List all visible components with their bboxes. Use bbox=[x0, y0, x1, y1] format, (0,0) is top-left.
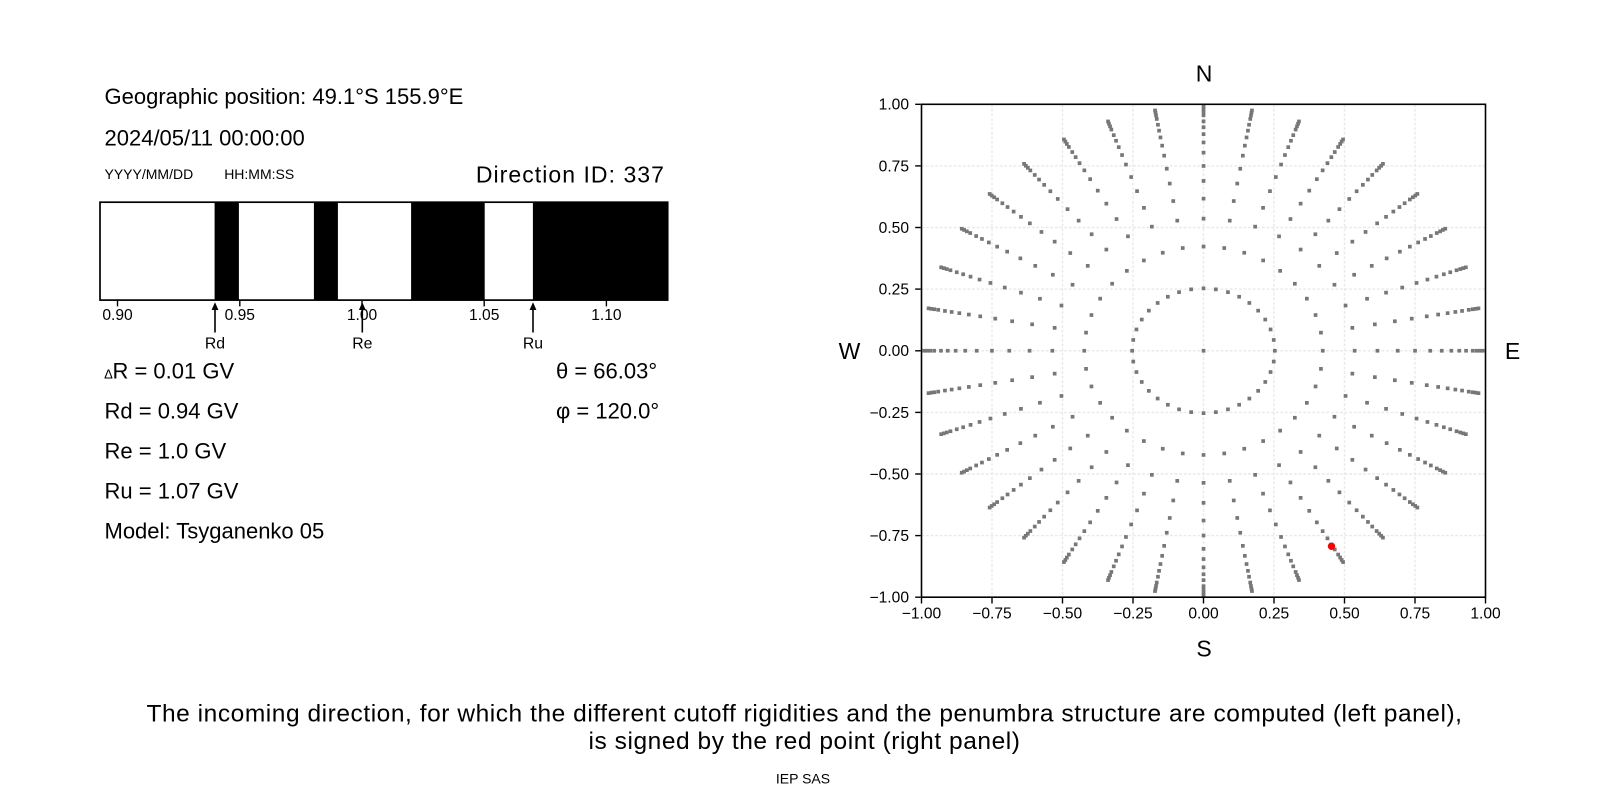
svg-text:Geographic position: 49.1°S 15: Geographic position: 49.1°S 155.9°E bbox=[105, 84, 464, 109]
svg-text:0.00: 0.00 bbox=[879, 343, 910, 360]
svg-text:1.00: 1.00 bbox=[1470, 606, 1501, 623]
svg-text:−0.25: −0.25 bbox=[1113, 606, 1153, 623]
svg-text:Re: Re bbox=[352, 336, 372, 353]
svg-text:−1.00: −1.00 bbox=[902, 606, 942, 623]
svg-text:Ru = 1.07 GV: Ru = 1.07 GV bbox=[105, 479, 239, 504]
svg-text:φ = 120.0°: φ = 120.0° bbox=[556, 399, 659, 424]
svg-text:E: E bbox=[1505, 338, 1520, 364]
svg-text:0.50: 0.50 bbox=[879, 220, 910, 237]
svg-text:Direction ID: 337: Direction ID: 337 bbox=[476, 161, 665, 187]
svg-text:0.25: 0.25 bbox=[879, 282, 910, 299]
svg-text:The incoming direction, for wh: The incoming direction, for which the di… bbox=[146, 700, 1462, 727]
svg-text:0.90: 0.90 bbox=[102, 307, 133, 324]
svg-text:0.00: 0.00 bbox=[1188, 606, 1219, 623]
svg-text:0.75: 0.75 bbox=[1400, 606, 1431, 623]
svg-text:Model: Tsyganenko 05: Model: Tsyganenko 05 bbox=[105, 519, 325, 544]
svg-text:0.50: 0.50 bbox=[1329, 606, 1360, 623]
svg-text:−1.00: −1.00 bbox=[870, 590, 910, 607]
svg-text:Re = 1.0 GV: Re = 1.0 GV bbox=[105, 439, 227, 464]
svg-text:YYYY/MM/DD: YYYY/MM/DD bbox=[105, 166, 194, 182]
svg-text:−0.50: −0.50 bbox=[1043, 606, 1083, 623]
svg-text:∆R = 0.01 GV: ∆R = 0.01 GV bbox=[105, 359, 235, 384]
svg-text:−0.50: −0.50 bbox=[870, 466, 910, 483]
svg-text:Rd: Rd bbox=[205, 336, 225, 353]
svg-text:1.10: 1.10 bbox=[591, 307, 622, 324]
svg-text:Ru: Ru bbox=[523, 336, 543, 353]
svg-text:θ = 66.03°: θ = 66.03° bbox=[556, 359, 657, 384]
svg-text:S: S bbox=[1196, 635, 1211, 661]
svg-text:Rd = 0.94 GV: Rd = 0.94 GV bbox=[105, 399, 239, 424]
svg-text:0.25: 0.25 bbox=[1259, 606, 1290, 623]
svg-text:is signed by the red point (ri: is signed by the red point (right panel) bbox=[589, 728, 1021, 755]
svg-text:1.00: 1.00 bbox=[879, 97, 910, 114]
svg-text:1.05: 1.05 bbox=[469, 307, 500, 324]
svg-text:HH:MM:SS: HH:MM:SS bbox=[224, 166, 294, 182]
svg-text:2024/05/11 00:00:00: 2024/05/11 00:00:00 bbox=[105, 126, 305, 151]
svg-text:N: N bbox=[1196, 60, 1213, 86]
svg-text:0.75: 0.75 bbox=[879, 158, 910, 175]
svg-text:−0.75: −0.75 bbox=[972, 606, 1012, 623]
svg-text:0.95: 0.95 bbox=[225, 307, 256, 324]
svg-text:−0.25: −0.25 bbox=[870, 405, 910, 422]
svg-text:W: W bbox=[839, 338, 861, 364]
svg-text:−0.75: −0.75 bbox=[870, 528, 910, 545]
svg-text:IEP SAS: IEP SAS bbox=[776, 771, 830, 787]
